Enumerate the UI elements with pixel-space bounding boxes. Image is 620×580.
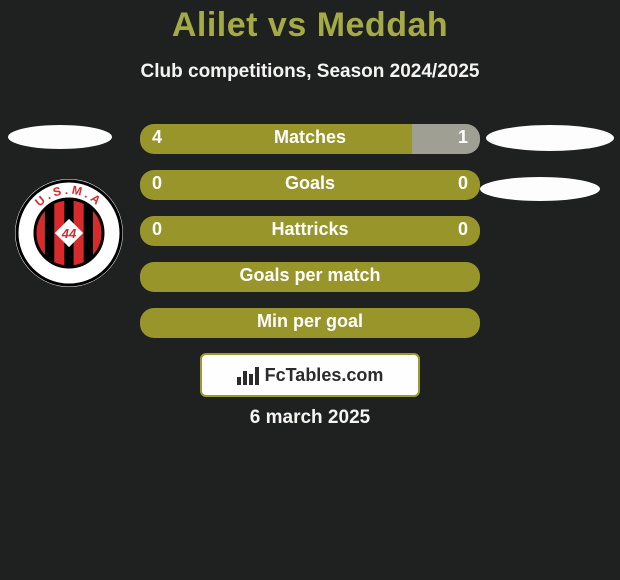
stat-row: Hattricks0 0 <box>140 216 480 246</box>
stat-label: Matches <box>140 127 480 148</box>
stat-label: Min per goal <box>140 311 480 332</box>
stat-row: Matches4 1 <box>140 124 480 154</box>
club-logo-placeholder-right <box>480 177 600 201</box>
stat-value-right: 1 <box>458 127 468 148</box>
player-right-name: Meddah <box>317 6 448 44</box>
player-photo-placeholder-right <box>486 125 614 151</box>
date: 6 march 2025 <box>0 407 620 429</box>
stats-card: Alilet vs Meddah Club competitions, Seas… <box>0 0 620 580</box>
stat-value-right: 0 <box>458 173 468 194</box>
title-vs: vs <box>268 6 307 44</box>
stat-row: Goals0 0 <box>140 170 480 200</box>
player-left-name: Alilet <box>172 6 258 44</box>
stat-row: Goals per match <box>140 262 480 292</box>
watermark-text: FcTables.com <box>265 365 384 386</box>
stat-value-left: 0 <box>152 173 162 194</box>
stat-value-left: 0 <box>152 219 162 240</box>
stat-value-left: 4 <box>152 127 162 148</box>
player-photo-placeholder-left <box>8 125 112 149</box>
watermark: FcTables.com <box>200 353 420 397</box>
club-badge-left: U.S.M.A44 <box>14 178 124 288</box>
stat-value-right: 0 <box>458 219 468 240</box>
stat-label: Hattricks <box>140 219 480 240</box>
bar-chart-icon <box>237 365 259 385</box>
stat-label: Goals per match <box>140 265 480 286</box>
stat-label: Goals <box>140 173 480 194</box>
comparison-title: Alilet vs Meddah <box>0 6 620 45</box>
svg-text:44: 44 <box>61 226 77 241</box>
subtitle: Club competitions, Season 2024/2025 <box>0 61 620 83</box>
stat-row: Min per goal <box>140 308 480 338</box>
